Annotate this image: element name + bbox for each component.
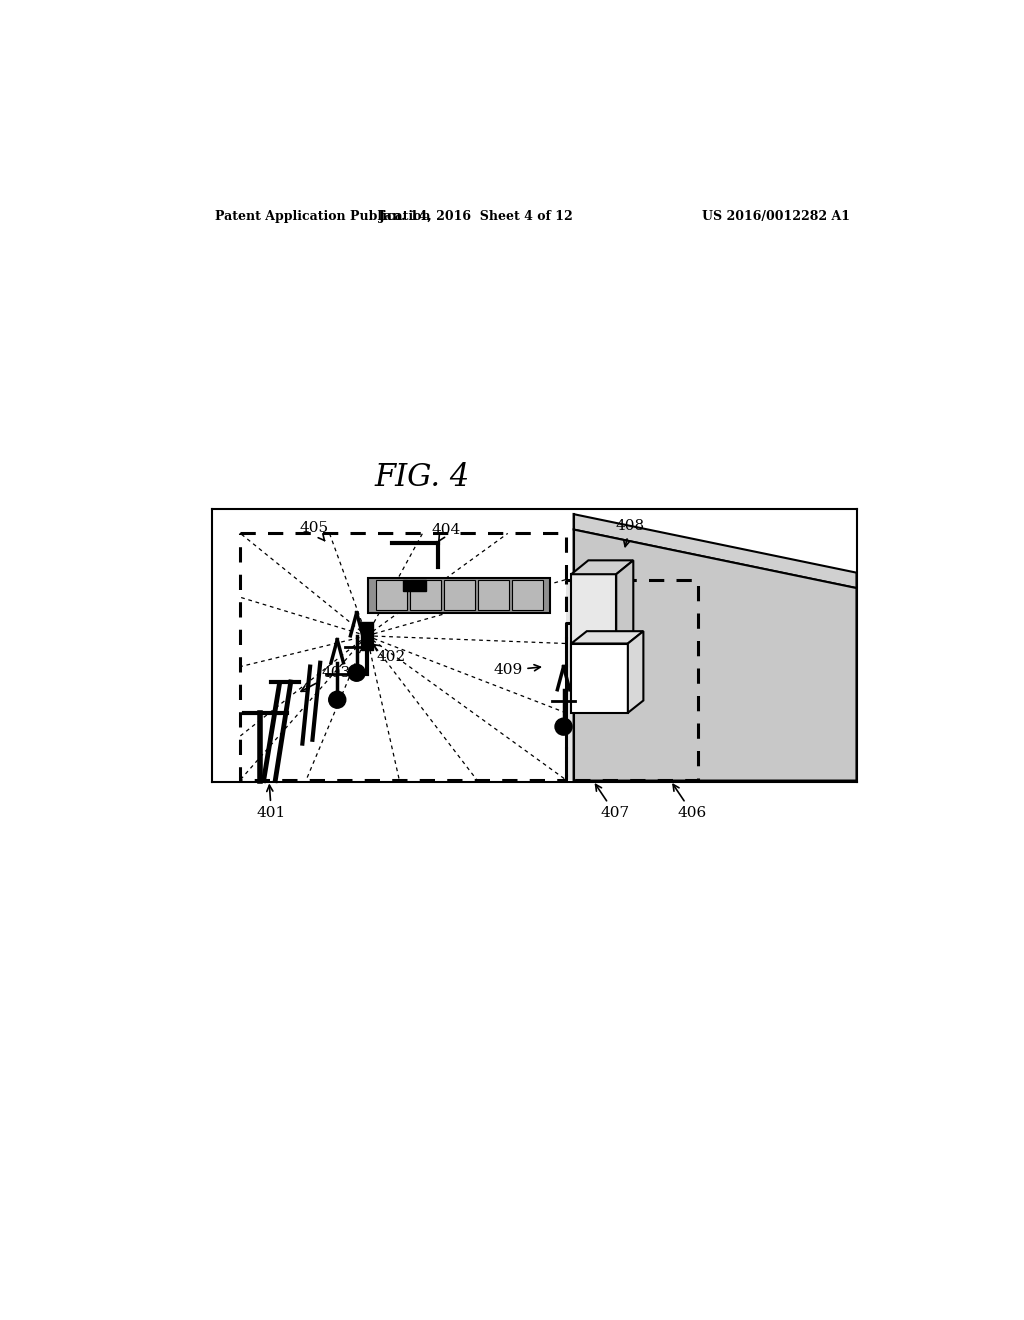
Polygon shape (628, 631, 643, 713)
Text: 405: 405 (299, 521, 329, 541)
Text: 404: 404 (431, 523, 461, 541)
Polygon shape (573, 515, 856, 589)
Polygon shape (376, 581, 407, 610)
Polygon shape (571, 574, 616, 667)
Polygon shape (571, 644, 628, 713)
Text: 402: 402 (374, 644, 407, 664)
Polygon shape (571, 631, 643, 644)
Text: Jan. 14, 2016  Sheet 4 of 12: Jan. 14, 2016 Sheet 4 of 12 (379, 210, 574, 223)
Text: 407: 407 (596, 784, 630, 820)
Polygon shape (566, 579, 697, 780)
Text: Patent Application Publication: Patent Application Publication (215, 210, 430, 223)
Polygon shape (410, 581, 440, 610)
Polygon shape (360, 622, 373, 649)
Text: FIG. 4: FIG. 4 (375, 462, 470, 494)
Polygon shape (478, 581, 509, 610)
Text: 408: 408 (615, 520, 645, 546)
Circle shape (555, 718, 572, 735)
Polygon shape (616, 561, 633, 667)
Text: 403: 403 (301, 665, 350, 692)
Text: 409: 409 (494, 664, 541, 677)
Polygon shape (369, 578, 550, 612)
Text: 401: 401 (257, 785, 286, 820)
Polygon shape (443, 581, 475, 610)
Text: US 2016/0012282 A1: US 2016/0012282 A1 (701, 210, 850, 223)
Polygon shape (403, 581, 426, 591)
Polygon shape (571, 561, 633, 574)
Circle shape (329, 692, 346, 708)
Text: 406: 406 (673, 784, 707, 820)
Circle shape (348, 664, 366, 681)
Polygon shape (512, 581, 543, 610)
Polygon shape (573, 529, 856, 780)
